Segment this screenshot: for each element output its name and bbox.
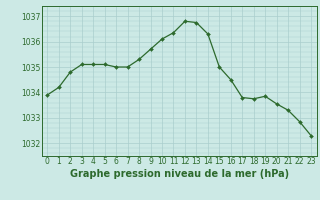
X-axis label: Graphe pression niveau de la mer (hPa): Graphe pression niveau de la mer (hPa) <box>70 169 289 179</box>
